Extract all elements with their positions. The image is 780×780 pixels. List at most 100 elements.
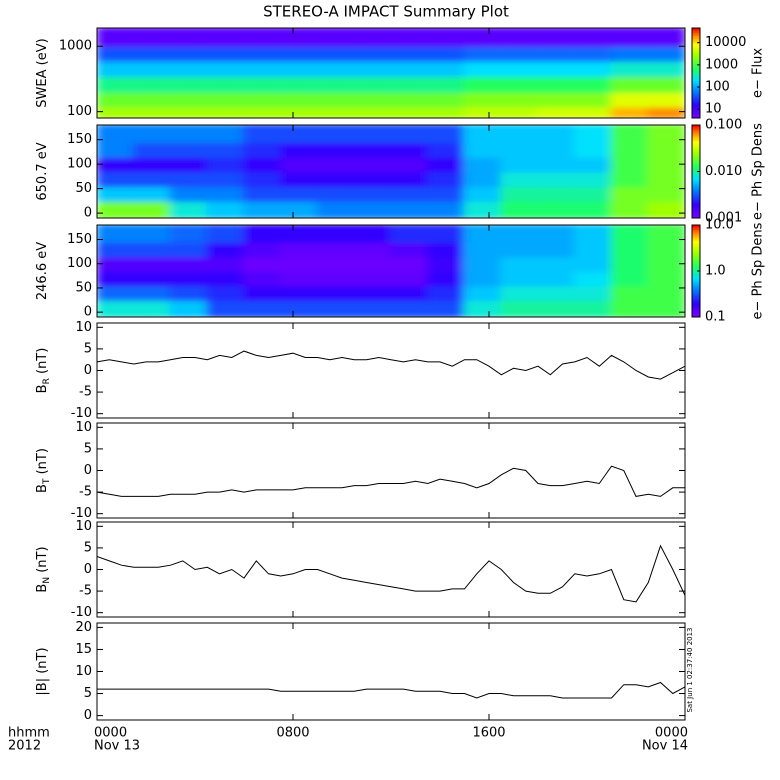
colorbar-segment xyxy=(692,113,700,116)
y-axis-label: BR (nT) xyxy=(35,348,52,394)
heat-cell xyxy=(279,45,319,62)
heat-cell xyxy=(169,125,209,144)
colorbar-segment xyxy=(692,138,700,141)
heat-cell xyxy=(316,255,356,272)
colorbar-segment xyxy=(692,103,700,105)
heat-cell xyxy=(206,28,245,48)
heat-cell xyxy=(206,199,245,218)
colorbar-segment xyxy=(692,52,700,54)
heat-cell xyxy=(426,185,466,202)
colorbar-segment xyxy=(692,132,700,135)
heat-cell xyxy=(132,105,172,118)
y-label-main: B xyxy=(35,584,50,593)
heat-cell xyxy=(426,75,466,93)
heat-cell xyxy=(279,299,319,317)
heat-cell xyxy=(243,225,282,243)
heat-cell xyxy=(463,270,503,287)
heat-cell xyxy=(97,155,135,173)
colorbar-segment xyxy=(692,62,700,65)
colorbar-segment xyxy=(692,169,700,172)
colorbar-segment xyxy=(692,260,700,263)
heat-cell xyxy=(573,185,613,202)
colorbar-segment xyxy=(692,156,700,159)
heat-cell xyxy=(169,299,209,317)
heat-cell xyxy=(426,105,466,118)
y-tick-label: 0 xyxy=(84,463,92,478)
colorbar-tick-label: 10 xyxy=(705,102,722,117)
colorbar-segment xyxy=(692,197,700,200)
heat-cell xyxy=(206,45,245,62)
heat-cell xyxy=(390,255,429,272)
heat-cell xyxy=(500,155,539,173)
heat-cell xyxy=(97,125,135,144)
colorbar-segment xyxy=(692,163,700,166)
heat-cell xyxy=(463,255,503,272)
colorbar-segment xyxy=(692,77,700,80)
colorbar-segment xyxy=(692,277,700,280)
colorbar-segment xyxy=(692,140,700,143)
heat-cell xyxy=(279,170,319,188)
y-tick-label: 0 xyxy=(84,206,92,221)
heat-cell xyxy=(610,75,650,93)
heat-cell xyxy=(426,45,466,62)
colorbar-tick-label: 1000 xyxy=(705,57,738,72)
heat-cell xyxy=(132,75,172,93)
colorbar-segment xyxy=(692,157,700,160)
heat-cell xyxy=(573,284,613,302)
x-tick-label: 1600 xyxy=(472,726,505,741)
heat-cell xyxy=(97,75,135,93)
colorbar-segment xyxy=(692,151,700,154)
heat-cell xyxy=(169,185,209,202)
y-label-main: 246.6 eV xyxy=(35,242,50,300)
heat-cell xyxy=(206,284,245,302)
heat-cell xyxy=(573,45,613,62)
heat-cell xyxy=(537,270,576,287)
colorbar-segment xyxy=(692,83,700,86)
heat-cell xyxy=(132,255,172,272)
colorbar-segment xyxy=(692,149,700,152)
heat-cell xyxy=(610,299,650,317)
heat-cell xyxy=(573,59,613,78)
heat-cell xyxy=(426,255,466,272)
heat-cell xyxy=(353,170,392,188)
heat-cell xyxy=(390,225,429,243)
colorbar-segment xyxy=(692,269,700,272)
colorbar-tick-label: 10.0 xyxy=(705,218,734,233)
y-tick-label: 10 xyxy=(75,519,92,534)
colorbar-segment xyxy=(692,202,700,205)
colorbar-segment xyxy=(692,80,700,83)
heat-cell xyxy=(500,284,539,302)
heat-cell xyxy=(353,225,392,243)
heat-cell xyxy=(610,240,650,258)
heat-cell xyxy=(97,270,135,287)
y-tick-label: -10 xyxy=(71,506,92,521)
colorbar-segment xyxy=(692,71,700,74)
colorbar-segment xyxy=(692,50,700,53)
colorbar-segment xyxy=(692,258,700,261)
colorbar-segment xyxy=(692,104,700,107)
y-tick-label: 0 xyxy=(84,305,92,320)
colorbar-segment xyxy=(692,193,700,196)
y-tick-label: 5 xyxy=(84,341,92,356)
panel-frame xyxy=(96,124,686,219)
heat-cell xyxy=(132,141,172,158)
heat-cell xyxy=(97,284,135,302)
heat-cell xyxy=(647,284,685,302)
colorbar-segment xyxy=(692,231,700,234)
heat-cell xyxy=(390,125,429,144)
heat-cell xyxy=(169,90,209,108)
colorbar-segment xyxy=(692,56,700,59)
colorbar-segment xyxy=(692,301,700,304)
heat-cell xyxy=(537,225,576,243)
heat-cell xyxy=(426,90,466,108)
colorbar-segment xyxy=(692,40,700,42)
heat-cell xyxy=(243,170,282,188)
heat-cell xyxy=(610,225,650,243)
colorbar-segment xyxy=(692,55,700,57)
y-tick-label: 10 xyxy=(75,320,92,335)
heat-cell xyxy=(353,270,392,287)
colorbar-label: e− Flux xyxy=(751,48,766,98)
colorbar-segment xyxy=(692,85,700,87)
heat-cell xyxy=(97,199,135,218)
colorbar-segment xyxy=(692,28,700,30)
